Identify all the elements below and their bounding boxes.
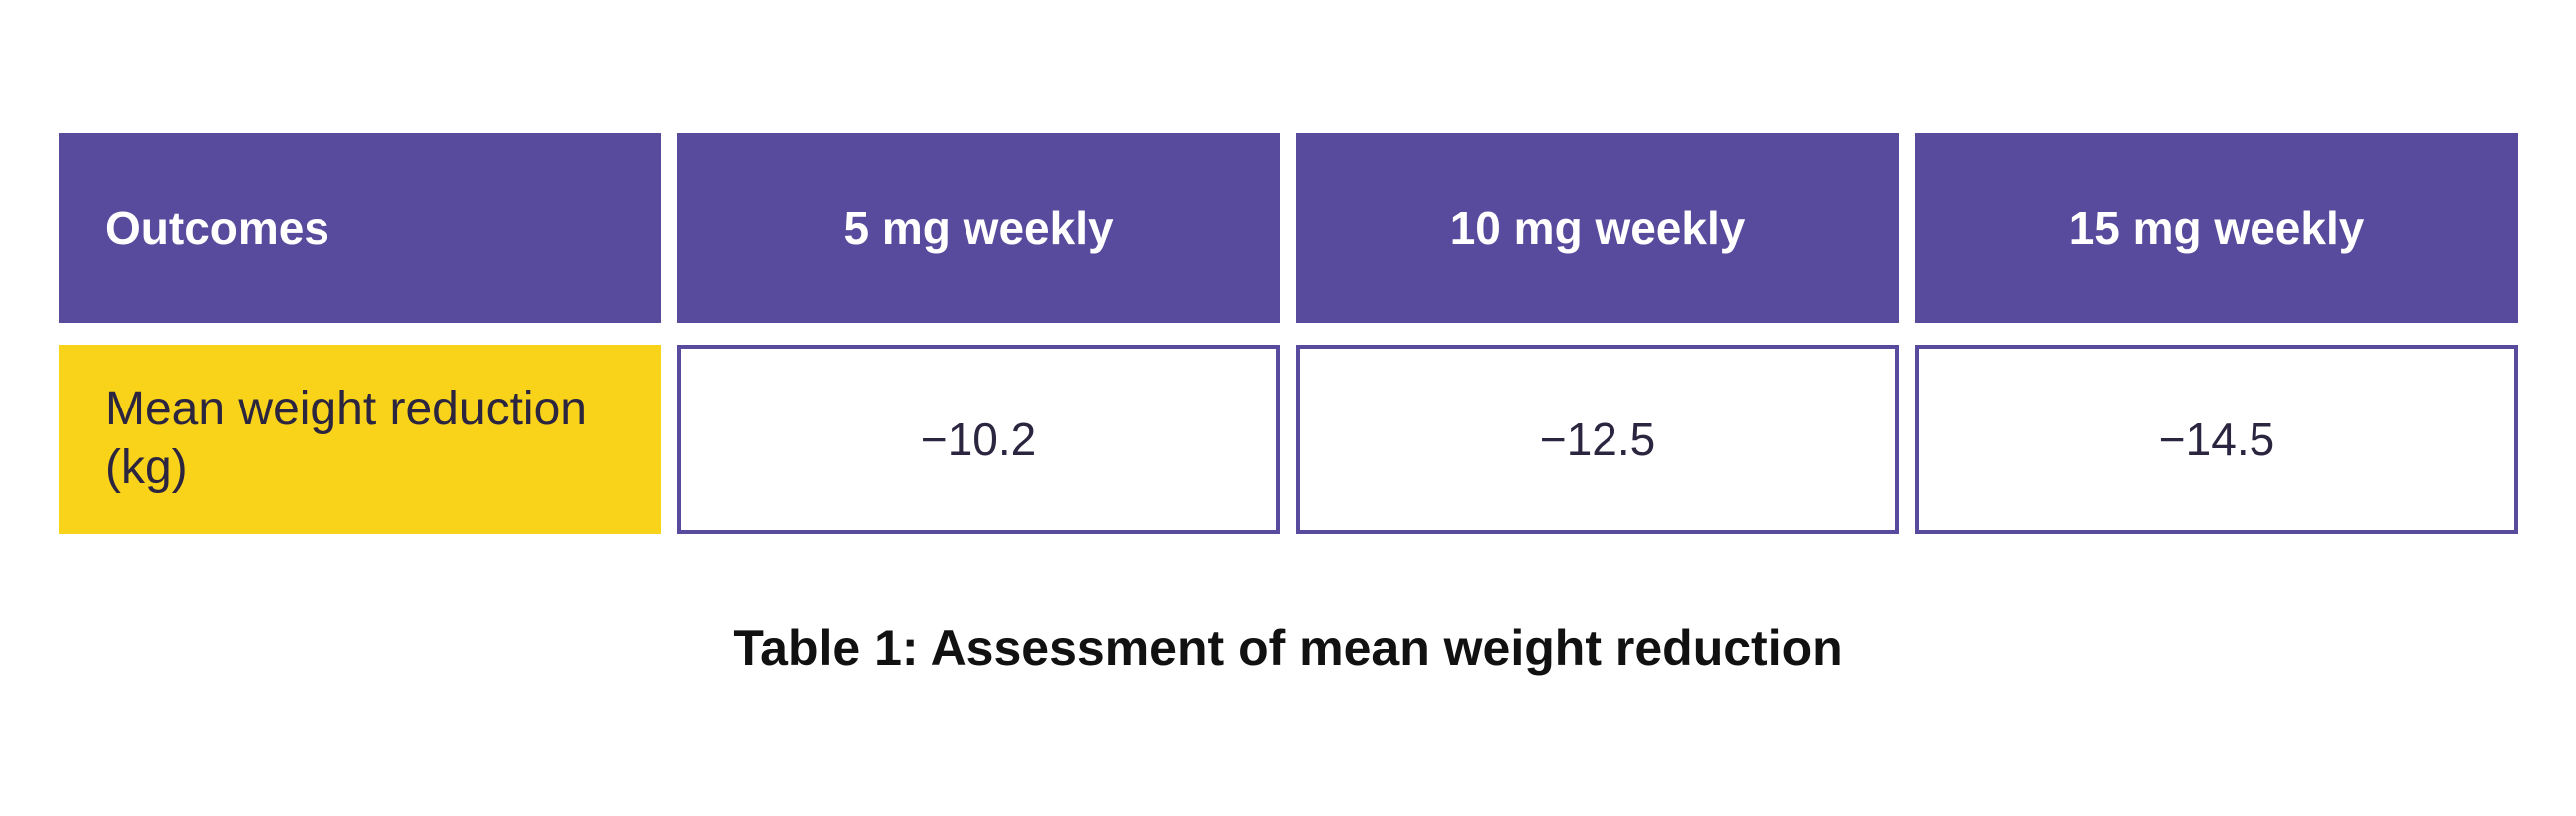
header-5mg-weekly: 5 mg weekly: [677, 133, 1281, 323]
header-10mg-weekly: 10 mg weekly: [1296, 133, 1900, 323]
header-outcomes: Outcomes: [59, 133, 662, 323]
table-caption: Table 1: Assessment of mean weight reduc…: [733, 620, 1843, 676]
value-10mg: −12.5: [1296, 345, 1900, 534]
table-row: Mean weight reduction (kg) −10.2 −12.5 −…: [59, 345, 2518, 534]
value-5mg: −10.2: [677, 345, 1281, 534]
value-15mg: −14.5: [1915, 345, 2518, 534]
row-label-mean-weight-reduction: Mean weight reduction (kg): [59, 345, 662, 534]
header-15mg-weekly: 15 mg weekly: [1915, 133, 2519, 323]
weight-reduction-table: Outcomes 5 mg weekly 10 mg weekly 15 mg …: [59, 133, 2519, 534]
table-header-row: Outcomes 5 mg weekly 10 mg weekly 15 mg …: [59, 133, 2519, 323]
